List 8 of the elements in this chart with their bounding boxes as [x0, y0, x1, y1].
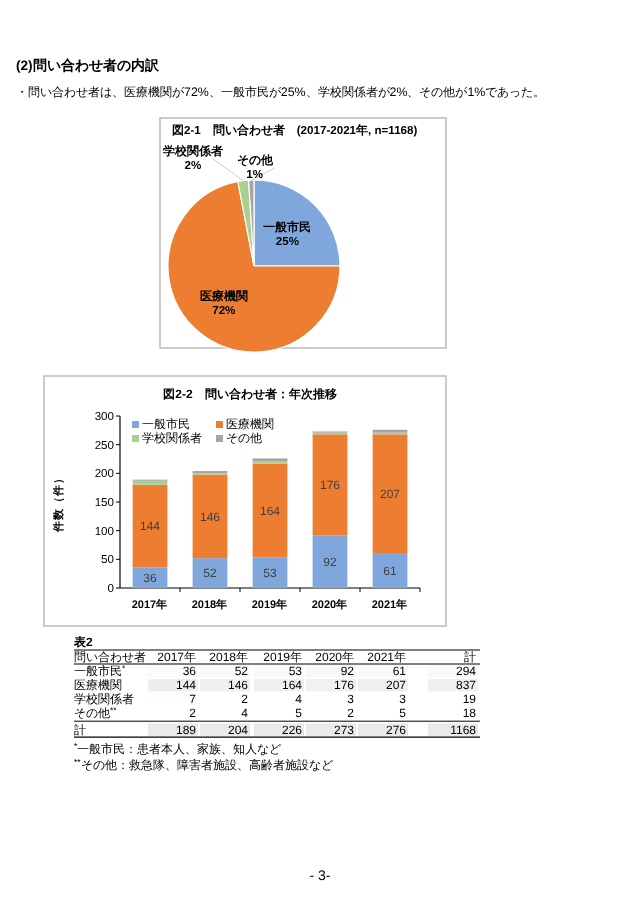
bar — [192, 474, 228, 559]
bar — [372, 553, 408, 588]
bar — [372, 434, 408, 554]
bar — [252, 463, 288, 558]
bar — [312, 434, 348, 536]
bar — [132, 484, 168, 568]
bar — [312, 535, 348, 588]
bar — [192, 558, 228, 588]
